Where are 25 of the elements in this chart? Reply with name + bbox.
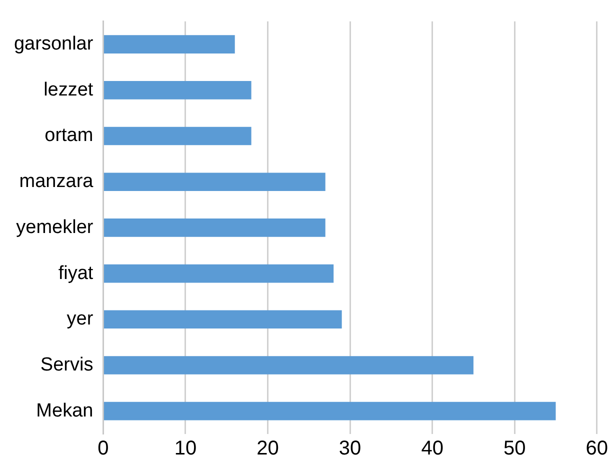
bar: [104, 81, 252, 100]
y-tick-label: manzara: [19, 171, 94, 192]
x-tick-label: 10: [174, 438, 197, 460]
bar: [104, 402, 556, 420]
x-tick-label: 50: [503, 438, 526, 460]
x-tick-label: 0: [98, 438, 109, 460]
y-tick-label: garsonlar: [14, 34, 94, 55]
y-tick-label: lezzet: [44, 79, 94, 100]
y-tick-label: yer: [66, 308, 94, 330]
x-tick-label: 20: [256, 438, 279, 460]
y-tick-label: Servis: [40, 354, 94, 376]
y-tick-label: ortam: [44, 125, 94, 146]
y-tick-label: Mekan: [36, 400, 94, 422]
bar: [104, 218, 326, 237]
x-tick-label: 60: [586, 438, 608, 460]
bar: [104, 35, 235, 54]
bar: [104, 264, 334, 283]
bar: [104, 310, 342, 329]
x-tick-label: 30: [338, 438, 362, 460]
x-tick-label: 40: [421, 438, 444, 460]
bar: [104, 126, 252, 146]
y-tick-label: fiyat: [58, 262, 94, 284]
bar: [104, 172, 326, 191]
y-tick-label: yemekler: [16, 216, 94, 238]
bar: [104, 356, 474, 374]
